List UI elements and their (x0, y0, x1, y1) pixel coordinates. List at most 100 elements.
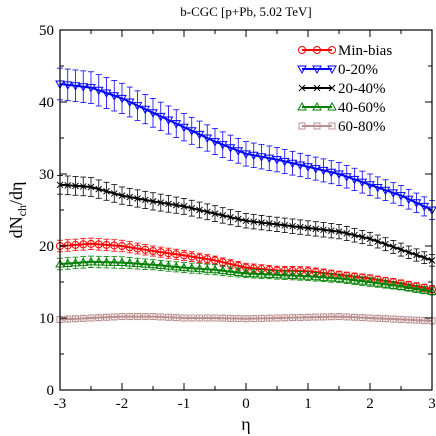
data-point (172, 250, 181, 259)
data-point (372, 278, 383, 287)
data-point (234, 315, 242, 323)
legend-marker (327, 101, 337, 111)
data-point (188, 314, 196, 322)
data-point (312, 225, 320, 233)
legend-item: Min-bias (298, 43, 392, 59)
x-tick-label: -2 (116, 396, 129, 412)
legend-marker (298, 46, 306, 54)
data-point (341, 274, 352, 283)
data-point (256, 269, 267, 278)
data-point (195, 253, 204, 262)
data-point (180, 314, 188, 322)
legend-marker (327, 65, 337, 75)
data-point (187, 252, 196, 261)
data-point (87, 314, 95, 322)
data-point (210, 264, 220, 274)
data-point (295, 270, 306, 280)
data-point (389, 315, 397, 323)
x-tick-label: 0 (242, 396, 250, 412)
data-point (233, 267, 244, 276)
data-point (349, 175, 360, 185)
data-point (366, 235, 374, 243)
data-point (265, 314, 273, 322)
series-line (59, 83, 433, 211)
data-point (397, 246, 405, 253)
data-point (351, 231, 358, 239)
series-line (59, 260, 433, 293)
data-point (126, 193, 134, 201)
data-point (227, 314, 234, 322)
data-point (86, 256, 96, 266)
legend-item: 20-40% (298, 81, 386, 97)
data-point (335, 228, 343, 235)
data-point (140, 105, 151, 115)
data-point (148, 109, 158, 118)
data-point (366, 314, 374, 322)
data-point (264, 154, 275, 164)
data-point (273, 314, 281, 322)
legend-marker (328, 46, 336, 54)
data-point (303, 163, 313, 172)
series-20-40 (56, 175, 436, 267)
chart-title: b-CGC [p+Pb, 5.02 TeV] (180, 4, 312, 19)
data-point (320, 313, 327, 321)
data-point (241, 150, 251, 159)
data-point (234, 215, 242, 223)
data-point (70, 257, 81, 267)
x-tick-label: 1 (304, 396, 312, 412)
data-point (388, 280, 399, 289)
y-tick-label: 40 (39, 95, 54, 111)
data-point (124, 258, 135, 267)
legend-marker (297, 101, 307, 111)
x-tick-label: 2 (366, 396, 374, 412)
data-point (157, 199, 165, 206)
data-point (78, 257, 89, 266)
data-point (171, 261, 182, 271)
data-point (71, 240, 80, 249)
data-point (372, 184, 383, 193)
data-point (219, 212, 227, 219)
data-point (242, 315, 250, 323)
data-point (134, 313, 141, 321)
data-point (62, 81, 73, 90)
data-point (211, 314, 219, 322)
legend-marker (313, 84, 321, 92)
data-point (312, 313, 320, 321)
legend-label: 20-40% (338, 81, 386, 97)
data-point (103, 313, 110, 321)
legend-item: 60-80% (298, 119, 386, 135)
y-tick-label: 0 (47, 383, 55, 399)
legend-marker (313, 122, 321, 130)
data-point (133, 244, 142, 253)
data-point (334, 170, 344, 180)
legend-marker (298, 122, 306, 130)
data-point (179, 123, 189, 133)
data-point (126, 313, 134, 321)
data-point (265, 220, 273, 227)
data-point (148, 259, 158, 269)
data-point (357, 276, 368, 285)
legend-label: 40-60% (338, 100, 386, 116)
data-point (165, 200, 172, 208)
data-point (281, 221, 289, 229)
data-point (78, 83, 89, 92)
data-point (203, 255, 212, 264)
legend-label: Min-bias (338, 43, 392, 59)
data-point (117, 257, 127, 267)
data-point (149, 313, 157, 321)
data-point (358, 314, 366, 322)
data-point (171, 120, 182, 129)
y-tick-label: 30 (39, 167, 54, 183)
data-point (155, 260, 166, 269)
data-point (203, 314, 211, 322)
data-point (225, 144, 236, 153)
data-point (164, 249, 173, 258)
data-point (273, 221, 281, 228)
data-point (258, 314, 265, 322)
data-point (289, 314, 296, 322)
data-point (413, 316, 420, 324)
data-point (326, 272, 337, 282)
series-40-60 (55, 255, 436, 296)
data-point (203, 208, 211, 216)
y-axis-label: dNch/dη (6, 182, 29, 239)
